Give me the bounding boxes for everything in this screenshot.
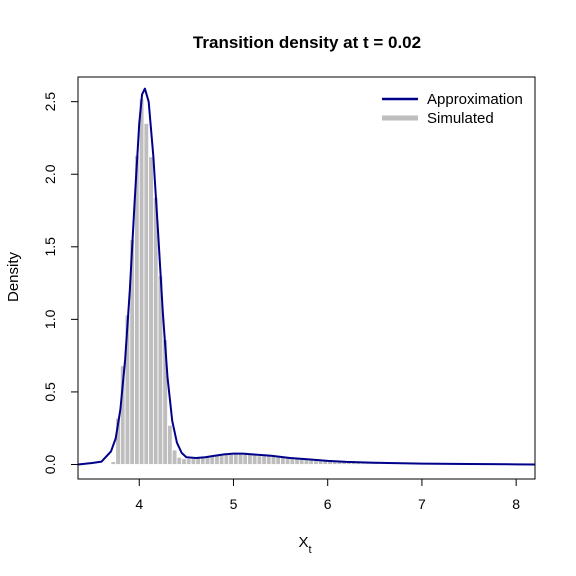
y-tick-label: 1.0: [42, 309, 58, 329]
histogram-bar: [242, 453, 249, 465]
histogram-bar: [289, 458, 296, 465]
legend-approximation-label: Approximation: [427, 91, 523, 108]
y-axis: 0.0 0.5 1.0 1.5 2.0 2.5: [42, 92, 78, 474]
histogram-bar: [110, 461, 117, 465]
x-tick-label: 7: [418, 496, 426, 512]
x-tick-label: 8: [512, 496, 520, 512]
histogram-bar: [148, 156, 154, 465]
histogram-bar: [185, 458, 192, 465]
x-axis-label-subscript: t: [308, 544, 311, 556]
histogram-bar: [266, 455, 272, 465]
histogram-bar: [228, 453, 234, 465]
histogram-bar: [223, 453, 230, 465]
plot-border: [77, 76, 536, 480]
y-tick-label: 0.5: [42, 382, 58, 402]
approximation-curve-layer: [77, 87, 536, 466]
y-tick-label: 2.5: [42, 92, 58, 112]
histogram-bar: [190, 458, 197, 465]
y-tick-label: 2.0: [42, 164, 58, 184]
histogram-bar: [176, 456, 183, 465]
chart-title: Transition density at t = 0.02: [193, 33, 421, 52]
x-tick-label: 6: [324, 496, 332, 512]
histogram-bar: [138, 98, 145, 465]
x-axis-label: Xt: [298, 534, 311, 556]
y-tick-label: 1.5: [42, 237, 58, 257]
y-axis-label: Density: [5, 251, 22, 302]
histogram-bar: [256, 455, 263, 465]
histogram-bar: [308, 459, 314, 465]
histogram-bar: [251, 453, 258, 465]
x-tick-label: 4: [135, 496, 143, 512]
histogram-bar: [181, 458, 187, 465]
x-axis: 4 5 6 7 8: [135, 479, 520, 512]
approximation-line: [77, 87, 536, 466]
histogram-bar: [261, 455, 267, 465]
histogram-bar: [171, 449, 178, 465]
histogram-bar: [233, 452, 239, 465]
x-axis-label-main: X: [298, 534, 308, 551]
x-tick-label: 5: [230, 496, 238, 512]
legend: Approximation Simulated: [382, 91, 523, 127]
histogram-bar: [247, 453, 253, 465]
histogram-bars: [110, 98, 380, 465]
histogram-bar: [237, 452, 244, 465]
legend-simulated-label: Simulated: [427, 110, 494, 127]
histogram-bar: [143, 123, 150, 465]
histogram-bar: [152, 197, 159, 465]
histogram-bar: [167, 424, 173, 465]
y-tick-label: 0.0: [42, 455, 58, 475]
histogram-bar: [275, 456, 281, 465]
